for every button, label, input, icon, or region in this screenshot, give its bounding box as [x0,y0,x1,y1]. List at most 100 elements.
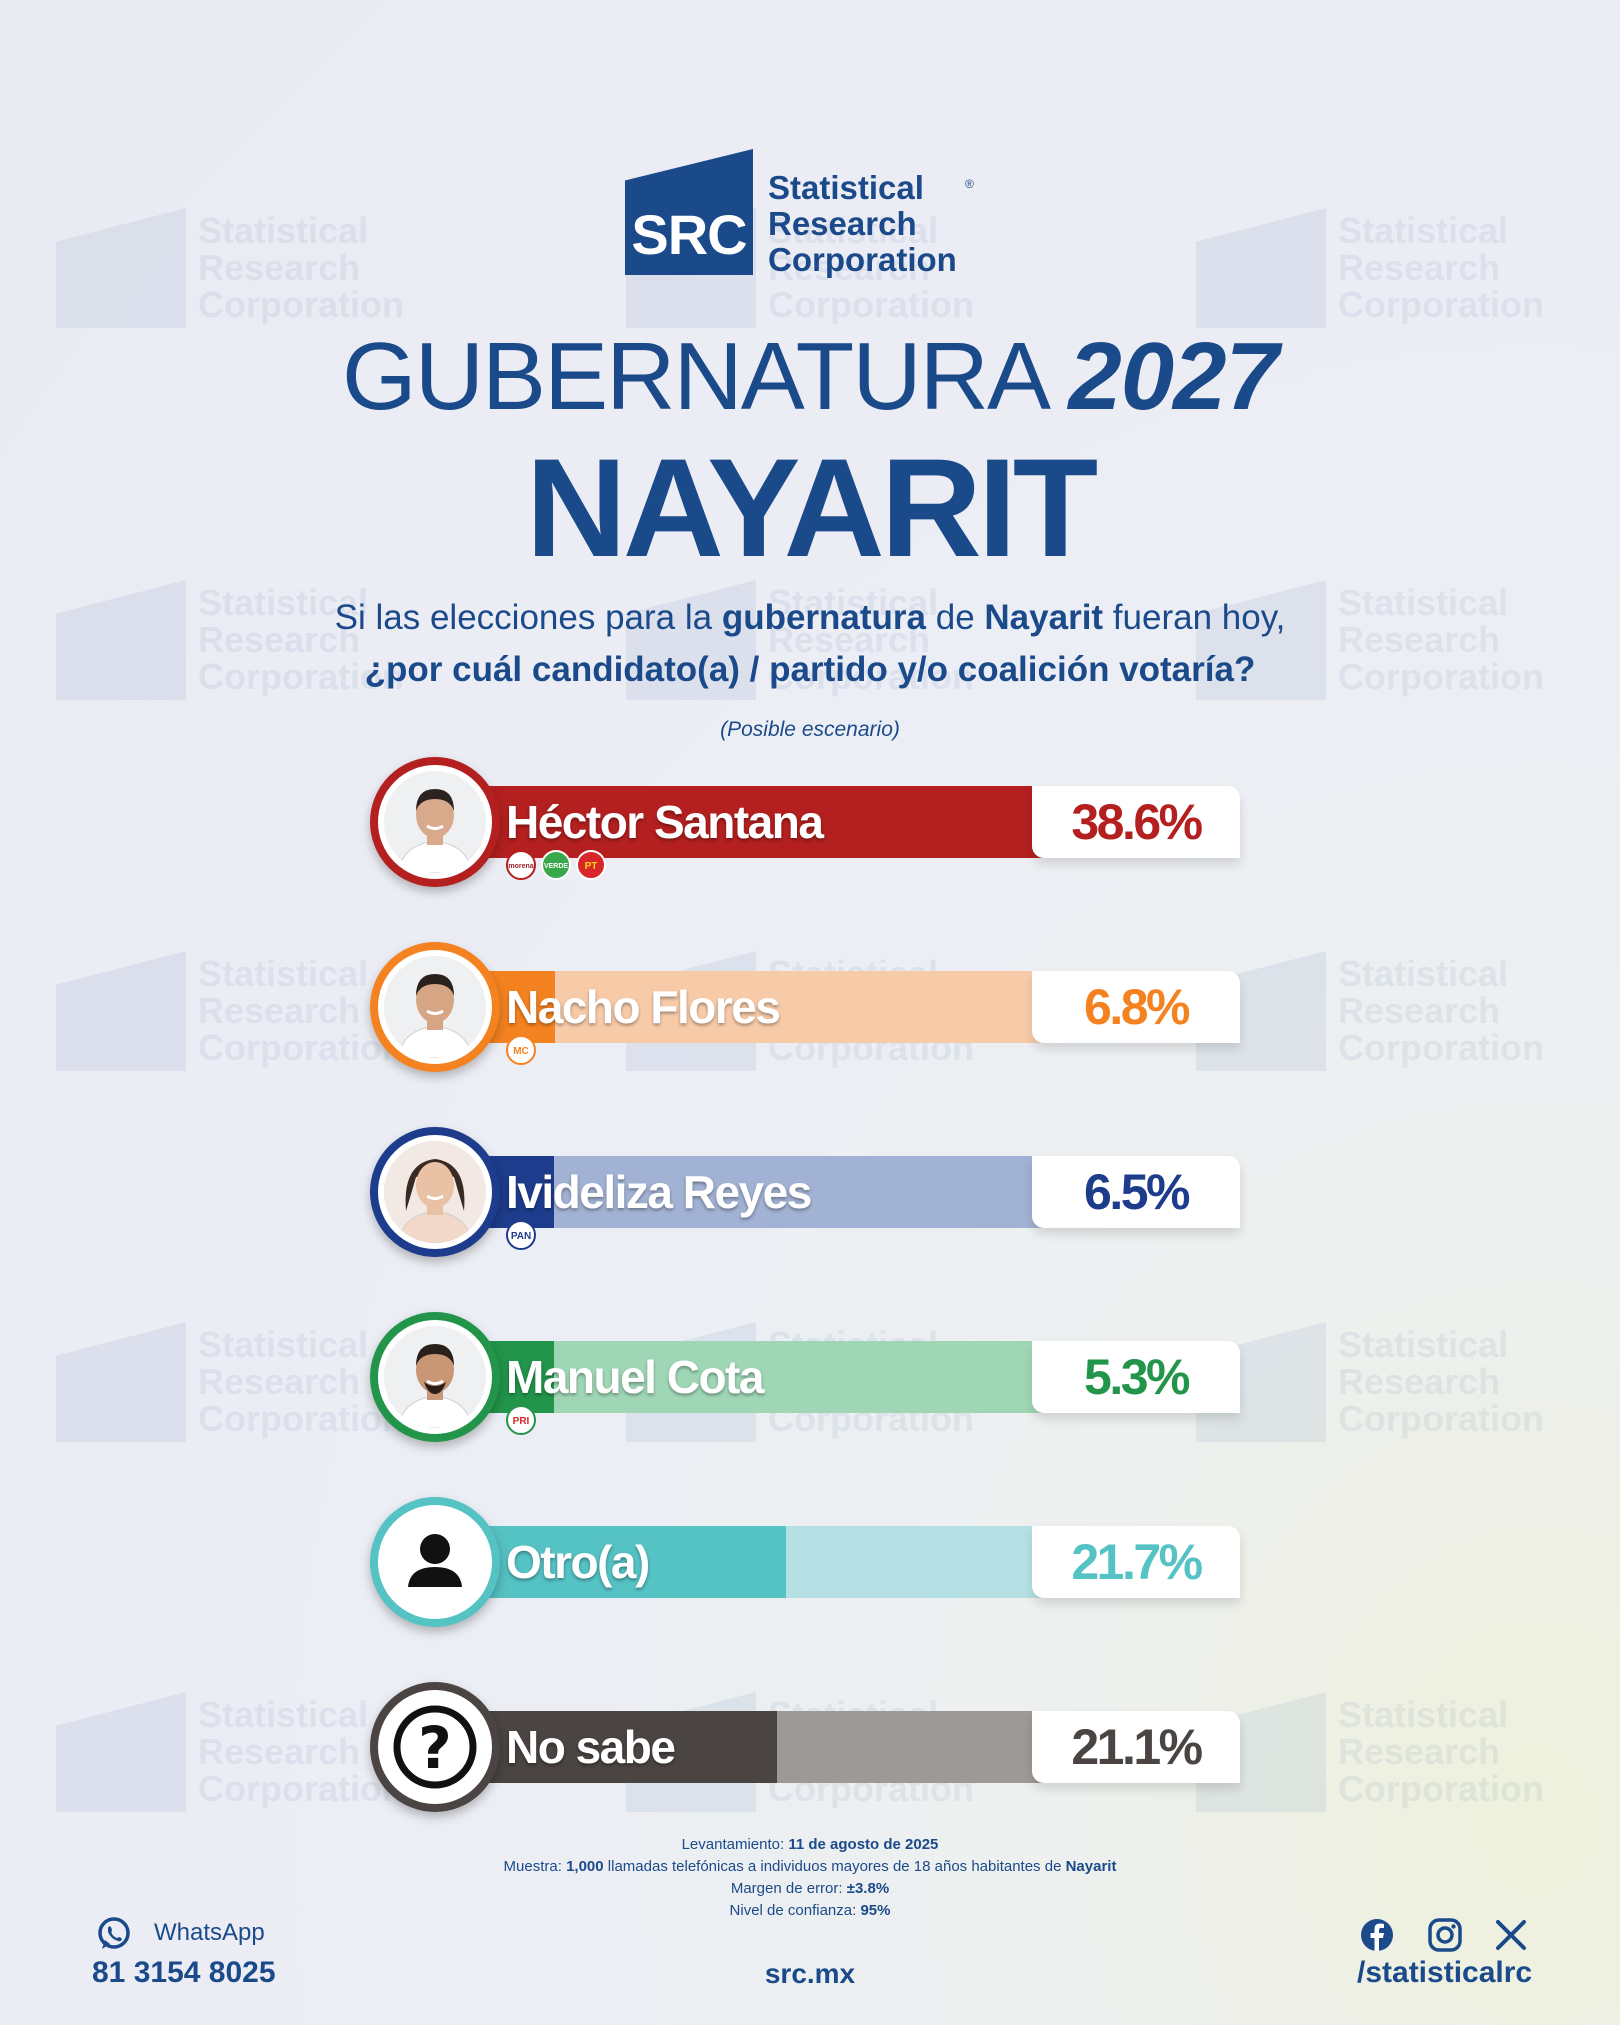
party-logo-verde: VERDE [541,850,571,880]
candidate-photo [370,1127,500,1257]
candidate-name: No sabe [506,1721,676,1773]
logo-line-3: Corporation [768,241,957,278]
candidate-photo [370,942,500,1072]
svg-text:?: ? [418,1714,452,1782]
methodology-confidence: Nivel de confianza: 95% [0,1900,1620,1922]
margin-value: ±3.8% [846,1880,890,1897]
avatar-graphic [384,1511,486,1613]
candidate-name: Manuel Cota [506,1351,764,1403]
bar-fill [450,1526,786,1598]
logo-line-2: Research [768,205,917,242]
value-label: 21.7% [1071,1534,1203,1590]
avatar-graphic [384,1326,486,1428]
value-box: 6.5% [1032,1156,1240,1228]
date-label: Levantamiento: [681,1836,789,1853]
registered-mark: ® [965,177,974,191]
party-logo-pt: PT [576,850,606,880]
facebook-icon[interactable] [1359,1917,1395,1953]
logo-line-1: Statistical [768,169,924,206]
value-box: 21.1% [1032,1711,1240,1783]
value-label: 38.6% [1071,794,1203,850]
party-logo-pan: PAN [506,1220,536,1250]
candidate-name: Héctor Santana [506,796,824,848]
value-label: 5.3% [1084,1349,1190,1405]
date-value: 11 de agosto de 2025 [788,1836,939,1853]
x-icon[interactable] [1495,1919,1527,1951]
value-box: 5.3% [1032,1341,1240,1413]
avatar-graphic [384,771,486,873]
bar-track [450,1341,1100,1413]
value-box: 6.8% [1032,971,1240,1043]
question-text-3: fueran hoy, [1103,598,1286,637]
question-text-1: Si las elecciones para la [334,598,722,637]
bar-fill [450,786,1048,858]
social-handle[interactable]: /statisticalrc [1357,1956,1533,1989]
value-box: 21.7% [1032,1526,1240,1598]
confidence-label: Nivel de confianza: [729,1902,861,1919]
party-logo-pri: PRI [506,1405,536,1435]
page-title: GUBERNATURA 2027 [0,322,1620,432]
methodology-margin: Margen de error: ±3.8% [0,1878,1620,1900]
whatsapp-label[interactable]: WhatsApp [154,1919,265,1946]
title-year: 2027 [1068,323,1279,430]
party-logo-mc: MC [506,1035,536,1065]
scenario-note: (Posible escenario) [720,718,900,741]
survey-question: Si las elecciones para la gubernatura de… [0,592,1620,696]
candidate-name: Otro(a) [506,1536,650,1588]
candidate-name: Nacho Flores [506,981,781,1033]
candidate-photo [370,757,500,887]
methodology: Levantamiento: 11 de agosto de 2025 Mues… [0,1834,1620,1922]
sample-label: Muestra: [503,1858,567,1875]
bar-track [450,1711,1100,1783]
bar-track [450,786,1100,858]
bar-row: Otro(a) 21.7% [370,1497,1240,1632]
sample-text: llamadas telefónicas a individuos mayore… [603,1858,1066,1875]
bar-row: Manuel Cota 5.3% PRI [370,1312,1240,1447]
sample-state: Nayarit [1065,1858,1117,1875]
avatar-graphic [384,1141,486,1243]
logo-company-name: Statistical Research Corporation ® [768,169,974,278]
candidate-photo [370,1312,500,1442]
person-icon [370,1497,500,1627]
bar-track [450,971,1100,1043]
party-logo-morena: morena [506,850,536,880]
bar-track [450,1156,1100,1228]
margin-label: Margen de error: [730,1880,847,1897]
question-mark-icon: ? [370,1682,500,1812]
candidate-name: Ivideliza Reyes [506,1166,812,1218]
methodology-sample: Muestra: 1,000 llamadas telefónicas a in… [0,1856,1620,1878]
question-line-2: ¿por cuál candidato(a) / partido y/o coa… [364,650,1256,689]
website-link[interactable]: src.mx [764,1958,856,1989]
instagram-icon[interactable] [1427,1917,1463,1953]
methodology-date: Levantamiento: 11 de agosto de 2025 [0,1834,1620,1856]
bar-fill [450,1711,777,1783]
bar-row: Ivideliza Reyes 6.5% PAN [370,1127,1240,1262]
bar-row: Nacho Flores 6.8% MC [370,942,1240,1077]
whatsapp-phone[interactable]: 81 3154 8025 [92,1956,276,1989]
question-text-2: de [926,598,985,637]
logo-src-text: SRC [631,203,747,266]
bar-track [450,1526,1100,1598]
avatar-graphic: ? [384,1696,486,1798]
value-box: 38.6% [1032,786,1240,858]
avatar-graphic [384,956,486,1058]
whatsapp-icon[interactable] [96,1916,132,1952]
bar-row: Héctor Santana 38.6% morena VERDE PT [370,757,1240,892]
state-title: NAYARIT [525,429,1099,586]
question-bold-2: Nayarit [984,598,1104,637]
value-label: 6.5% [1084,1164,1190,1220]
title-light: GUBERNATURA [342,323,1046,430]
value-label: 6.8% [1084,979,1190,1035]
sample-value: 1,000 [566,1858,604,1875]
